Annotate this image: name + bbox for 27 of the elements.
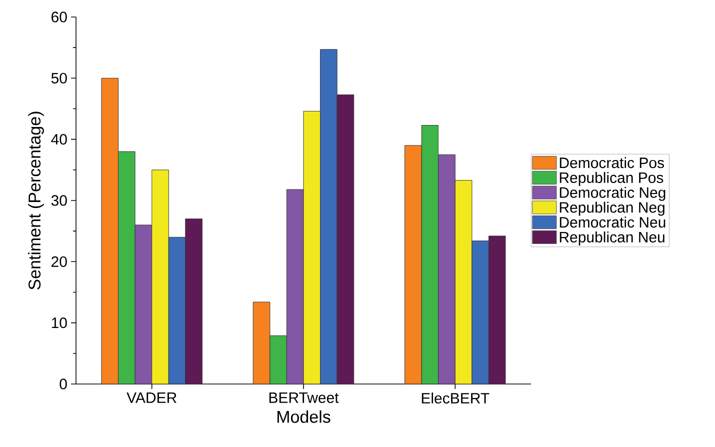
x-tick-label: VADER bbox=[126, 392, 176, 403]
y-tick-label: 40 bbox=[51, 134, 67, 145]
y-tick-label: 10 bbox=[52, 318, 67, 328]
legend-label: Republican Neu bbox=[560, 231, 664, 246]
bar bbox=[320, 49, 338, 384]
bar bbox=[101, 78, 119, 384]
bar bbox=[404, 145, 422, 384]
x-axis-title: Models bbox=[278, 410, 330, 423]
x-tick-label: ElecBERT bbox=[422, 392, 490, 404]
legend-label: Republican Pos bbox=[560, 172, 664, 186]
y-tick-label: 60 bbox=[52, 12, 67, 22]
y-tick-label: 20 bbox=[52, 256, 67, 267]
bar bbox=[472, 240, 489, 384]
legend-label: Democratic Pos bbox=[560, 157, 664, 168]
x-tick-label: BERTweet bbox=[269, 392, 339, 403]
legend-label: Democratic Neg bbox=[560, 186, 666, 201]
bar bbox=[438, 154, 456, 384]
bar bbox=[286, 189, 304, 384]
legend-label: Democratic Neu bbox=[560, 216, 666, 228]
bar bbox=[252, 302, 270, 384]
y-axis-title: Sentiment (Percentage) bbox=[28, 112, 44, 290]
bar bbox=[168, 236, 186, 384]
y-tick-label: 50 bbox=[51, 72, 67, 84]
y-tick-label: 30 bbox=[51, 195, 67, 206]
bar bbox=[134, 224, 152, 384]
y-tick-label: 0 bbox=[60, 378, 67, 390]
legend-label: Republican Neg bbox=[560, 202, 664, 216]
